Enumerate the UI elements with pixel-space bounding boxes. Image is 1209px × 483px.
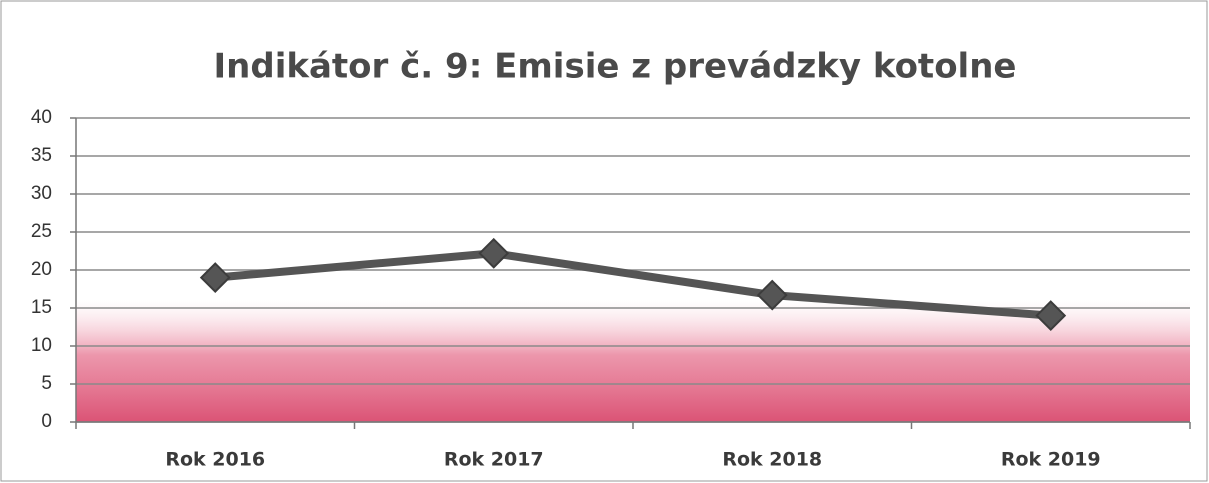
x-tick-label: Rok 2018: [722, 449, 822, 471]
plot: 0 5 10 15 20 25 30 35 40 Rok 2016 Rok 2017 Rok 2018…: [31, 107, 1191, 471]
y-tick-label: 15: [31, 297, 52, 318]
marker: [756, 279, 788, 311]
y-tick-label: 10: [31, 335, 52, 356]
x-tick-label: Rok 2017: [444, 449, 544, 471]
y-tick-label: 25: [31, 221, 52, 242]
y-tick-label: 20: [31, 259, 52, 280]
y-tick-label: 5: [41, 373, 52, 394]
y-tick-label: 35: [31, 145, 52, 166]
line: [214, 249, 1052, 320]
y-tick-label: 30: [31, 183, 52, 204]
x-tick-label: Rok 2019: [1001, 449, 1101, 471]
chart-title: Indikátor č. 9: Emisie z prevádzky kotol…: [214, 47, 1017, 87]
marker: [1035, 300, 1067, 332]
marker: [199, 262, 231, 294]
y-tick-label: 0: [41, 411, 52, 432]
x-tick-label: Rok 2016: [165, 449, 265, 471]
plot-background: [76, 300, 1190, 422]
y-tick-label: 40: [31, 107, 52, 128]
marker: [478, 237, 510, 269]
